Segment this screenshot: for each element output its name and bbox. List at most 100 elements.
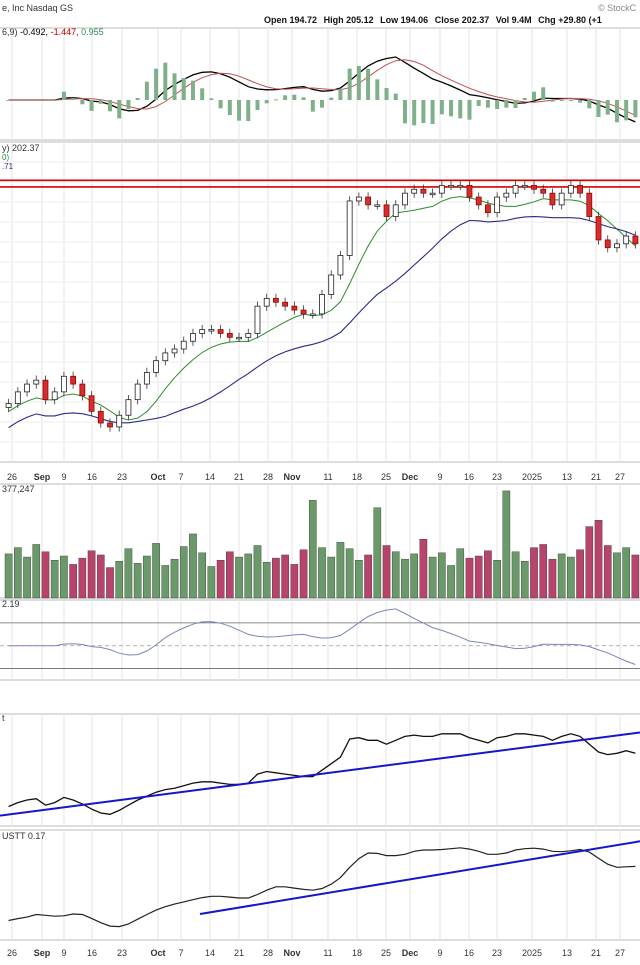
macd-histogram-bar <box>163 62 168 100</box>
volume-bar <box>4 553 13 599</box>
candle-body <box>466 184 473 198</box>
volume-bar <box>465 557 474 599</box>
macd-histogram-bar <box>292 94 297 100</box>
volume-bar <box>60 555 68 599</box>
candle-body <box>70 375 77 385</box>
candle-body <box>319 294 325 315</box>
x-tick-label: 7 <box>178 472 183 482</box>
candle-body <box>226 333 233 338</box>
x-tick-label: 25 <box>381 948 391 958</box>
x-tick-label: 21 <box>234 948 244 958</box>
x-tick-label: 2025 <box>522 472 542 482</box>
x-tick-label: 11 <box>323 948 332 958</box>
volume-bar <box>152 543 160 599</box>
relative-strength-line <box>8 733 636 815</box>
volume-bar <box>96 554 105 599</box>
volume-bar <box>14 547 22 599</box>
candle-body <box>208 329 215 332</box>
candle-body <box>632 235 639 245</box>
x-tick-label: Nov <box>283 948 300 958</box>
x-tick-label: Nov <box>283 472 300 482</box>
macd-histogram-bar <box>190 80 195 100</box>
volume-bar <box>511 551 520 599</box>
volume-bar <box>299 549 308 599</box>
symbol-title: e, Inc Nasdaq GS <box>2 3 73 13</box>
candle-body <box>143 371 150 385</box>
volume-bar <box>281 554 289 599</box>
macd-histogram-bar <box>578 100 583 103</box>
x-tick-label: 23 <box>492 948 502 958</box>
volume-bar <box>502 490 511 599</box>
pane5-legend: USTT 0.17 <box>2 831 45 841</box>
macd-histogram-bar <box>89 100 94 111</box>
volume-bar <box>170 558 179 599</box>
macd-histogram-bar <box>485 100 490 108</box>
volume-bar <box>226 551 234 599</box>
volume-bar <box>207 566 216 599</box>
candle-body <box>273 297 279 303</box>
candle-body <box>558 192 565 206</box>
candle-body <box>254 305 261 334</box>
macd-histogram-bar <box>218 100 223 109</box>
candle-body <box>475 196 482 206</box>
volume-bar <box>78 557 87 599</box>
volume-bar <box>272 557 280 599</box>
macd-histogram-bar <box>550 100 555 102</box>
candle-body <box>365 196 371 206</box>
x-tick-label: 2025 <box>522 948 542 958</box>
macd-histogram-bar <box>495 100 500 109</box>
candle-body <box>448 184 454 188</box>
volume-bar <box>373 507 382 599</box>
candle-body <box>88 395 95 412</box>
macd-histogram-bar <box>71 97 76 100</box>
candle-body <box>300 309 307 315</box>
candle-body <box>24 383 30 393</box>
macd-histogram-bar <box>559 100 564 101</box>
candle-body <box>5 403 12 408</box>
macd-histogram-bar <box>25 100 30 101</box>
macd-histogram-bar <box>532 91 536 100</box>
macd-histogram-bar <box>504 100 509 108</box>
candle-body <box>107 422 113 428</box>
candle-body <box>604 239 611 249</box>
macd-histogram-bar <box>439 100 444 115</box>
candle-body <box>614 243 620 249</box>
x-tick-label: 18 <box>352 472 362 482</box>
x-tick-label: 9 <box>61 948 66 958</box>
macd-histogram-bar <box>568 100 573 101</box>
macd-histogram-bar <box>34 100 39 101</box>
candle-body <box>14 391 21 404</box>
pane4-legend: t <box>2 713 5 723</box>
macd-legend: 6,9) -0.492, -1.447, 0.955 <box>2 27 104 37</box>
x-tick-label: 28 <box>263 948 273 958</box>
macd-histogram-bar <box>52 100 57 101</box>
x-axis-labels-mid: 26 Sep 9 16 23 Oct 7 14 21 28 Nov 11 18 25 Dec 9 16 23 202… <box>7 472 625 482</box>
x-tick-label: 23 <box>117 948 127 958</box>
candle-body <box>595 216 602 241</box>
x-tick-label: Sep <box>34 948 51 958</box>
macd-histogram-bar <box>200 88 205 100</box>
x-tick-label: Dec <box>402 948 419 958</box>
x-tick-label: Dec <box>402 472 419 482</box>
volume-bar <box>391 551 400 599</box>
x-tick-label: 14 <box>205 472 215 482</box>
candle-body <box>355 196 362 202</box>
macd-histogram-bar <box>513 100 518 108</box>
candle-body <box>134 383 141 401</box>
macd-histogram-bar <box>338 88 343 100</box>
volume-bar <box>447 565 455 599</box>
volume-bar <box>235 556 243 599</box>
macd-histogram-bar <box>476 100 481 106</box>
volume-bar <box>520 561 529 599</box>
candle-body <box>457 184 464 188</box>
volume-bar <box>576 549 584 599</box>
candle-body <box>199 329 206 334</box>
macd-histogram-bar <box>402 100 407 124</box>
volume-bar <box>262 562 271 599</box>
volume-bar <box>308 500 317 599</box>
x-tick-label: 16 <box>464 472 474 482</box>
macd-histogram-bar <box>15 100 20 101</box>
volume-bar <box>216 560 225 599</box>
candle-body <box>521 184 528 188</box>
candle-body <box>438 184 445 194</box>
